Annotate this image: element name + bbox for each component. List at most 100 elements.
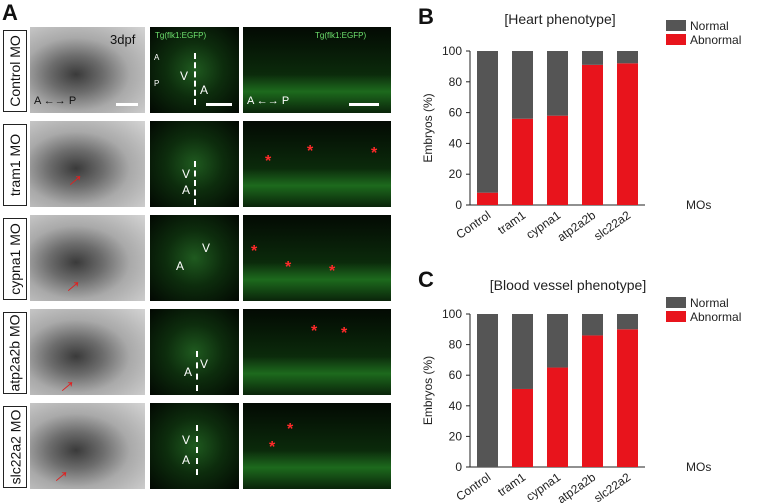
midline-dash bbox=[194, 53, 196, 105]
row-label-cypna1: cypna1 MO bbox=[3, 218, 27, 300]
legend-label-normal: Normal bbox=[690, 19, 729, 33]
bar-normal-tram1 bbox=[512, 314, 533, 389]
bar-normal-atp2a2b bbox=[582, 314, 603, 336]
ap-axis-label: A ←→ P bbox=[247, 95, 290, 107]
y-tick-label: 100 bbox=[442, 44, 462, 58]
bar-normal-slc22a2 bbox=[617, 51, 638, 64]
legend-swatch-abnormal bbox=[666, 311, 686, 322]
scale-bar bbox=[349, 103, 379, 106]
atrium-label: A bbox=[184, 365, 193, 379]
red-arrow-icon: → bbox=[54, 266, 88, 301]
panel-b-letter: B bbox=[418, 4, 434, 29]
fluorescence-vessel-tram1-image: * * * bbox=[243, 121, 391, 207]
atrium-label: A bbox=[200, 83, 209, 97]
defect-asterisk: * bbox=[371, 145, 378, 162]
fluorescence-heart-control-image: Tg(flk1:EGFP) A P V A bbox=[150, 27, 239, 113]
defect-asterisk: * bbox=[251, 243, 258, 260]
legend-label-normal: Normal bbox=[690, 296, 729, 310]
atrium-label: A bbox=[182, 183, 191, 197]
fluorescence-heart-cypna1-image: V A bbox=[150, 215, 239, 301]
y-tick-label: 80 bbox=[449, 338, 463, 352]
x-tick-label: cypna1 bbox=[523, 470, 563, 503]
brightfield-tram1-image: → bbox=[30, 121, 145, 207]
axis-p-label: P bbox=[154, 79, 160, 88]
fluorescence-heart-tram1-image: V A bbox=[150, 121, 239, 207]
ventricle-label: V bbox=[182, 433, 191, 447]
bar-abnormal-slc22a2 bbox=[617, 63, 638, 205]
defect-asterisk: * bbox=[307, 143, 314, 160]
axis-a-label: A bbox=[154, 53, 160, 62]
y-tick-label: 100 bbox=[442, 307, 462, 321]
defect-asterisk: * bbox=[287, 421, 294, 438]
scale-bar bbox=[116, 103, 138, 106]
bar-normal-tram1 bbox=[512, 51, 533, 119]
x-axis-label: MOs bbox=[686, 460, 711, 474]
fluorescence-vessel-cypna1-image: * * * bbox=[243, 215, 391, 301]
row-label-tram1: tram1 MO bbox=[3, 124, 27, 206]
defect-asterisk: * bbox=[265, 153, 272, 170]
red-arrow-icon: → bbox=[48, 366, 82, 395]
transgene-label: Tg(flk1:EGFP) bbox=[315, 31, 367, 40]
bar-abnormal-tram1 bbox=[512, 118, 533, 205]
x-tick-label: Control bbox=[453, 208, 493, 242]
fluorescence-heart-atp2a2b-image: V A bbox=[150, 309, 239, 395]
ventricle-label: V bbox=[180, 69, 189, 83]
bar-abnormal-slc22a2 bbox=[617, 329, 638, 467]
red-arrow-icon: → bbox=[56, 160, 90, 195]
ventricle-label: V bbox=[202, 241, 211, 255]
x-tick-label: slc22a2 bbox=[591, 470, 633, 503]
bar-abnormal-tram1 bbox=[512, 388, 533, 467]
bar-normal-control bbox=[477, 314, 498, 467]
brightfield-control-image: 3dpf A ←→ P bbox=[30, 27, 145, 113]
midline-dash bbox=[196, 425, 198, 475]
defect-asterisk: * bbox=[311, 323, 318, 340]
x-tick-label: atp2a2b bbox=[555, 470, 599, 503]
stage-label: 3dpf bbox=[110, 32, 136, 47]
ventricle-label: V bbox=[182, 167, 191, 181]
bar-normal-control bbox=[477, 51, 498, 193]
ap-axis-label: A ←→ P bbox=[34, 95, 77, 107]
x-tick-label: tram1 bbox=[495, 208, 528, 237]
legend-swatch-normal bbox=[666, 20, 686, 31]
bar-abnormal-cypna1 bbox=[547, 367, 568, 467]
legend-label-abnormal: Abnormal bbox=[690, 310, 741, 324]
brightfield-slc22a2-image: → bbox=[30, 403, 145, 489]
y-tick-label: 20 bbox=[449, 167, 463, 181]
bar-normal-cypna1 bbox=[547, 314, 568, 368]
brightfield-atp2a2b-image: → bbox=[30, 309, 145, 395]
legend-swatch-abnormal bbox=[666, 34, 686, 45]
bar-abnormal-cypna1 bbox=[547, 115, 568, 205]
legend-label-abnormal: Abnormal bbox=[690, 33, 741, 47]
fluorescence-vessel-atp2a2b-image: * * bbox=[243, 309, 391, 395]
panel-a-letter: A bbox=[2, 0, 18, 25]
y-tick-label: 0 bbox=[455, 198, 462, 212]
y-tick-label: 80 bbox=[449, 75, 463, 89]
brightfield-cypna1-image: → bbox=[30, 215, 145, 301]
x-tick-label: atp2a2b bbox=[555, 208, 599, 245]
midline-dash bbox=[194, 161, 196, 205]
bar-abnormal-atp2a2b bbox=[582, 335, 603, 467]
y-axis-label: Embryos (%) bbox=[421, 356, 435, 425]
defect-asterisk: * bbox=[329, 263, 336, 280]
x-axis-label: MOs bbox=[686, 198, 711, 212]
x-tick-label: Control bbox=[453, 470, 493, 503]
y-tick-label: 40 bbox=[449, 399, 463, 413]
row-label-control: Control MO bbox=[3, 30, 27, 112]
bar-normal-cypna1 bbox=[547, 51, 568, 116]
bar-normal-slc22a2 bbox=[617, 314, 638, 330]
y-tick-label: 0 bbox=[455, 460, 462, 474]
defect-asterisk: * bbox=[285, 259, 292, 276]
defect-asterisk: * bbox=[269, 439, 276, 456]
x-tick-label: slc22a2 bbox=[591, 208, 633, 243]
y-tick-label: 60 bbox=[449, 368, 463, 382]
midline-dash bbox=[196, 351, 198, 391]
panel-c-letter: C bbox=[418, 267, 434, 292]
y-tick-label: 60 bbox=[449, 106, 463, 120]
x-tick-label: cypna1 bbox=[523, 208, 563, 242]
defect-asterisk: * bbox=[341, 325, 348, 342]
row-label-slc22a2: slc22a2 MO bbox=[3, 406, 27, 488]
ventricle-label: V bbox=[200, 357, 209, 371]
bar-normal-atp2a2b bbox=[582, 51, 603, 65]
atrium-label: A bbox=[176, 259, 185, 273]
x-tick-label: tram1 bbox=[495, 470, 528, 499]
